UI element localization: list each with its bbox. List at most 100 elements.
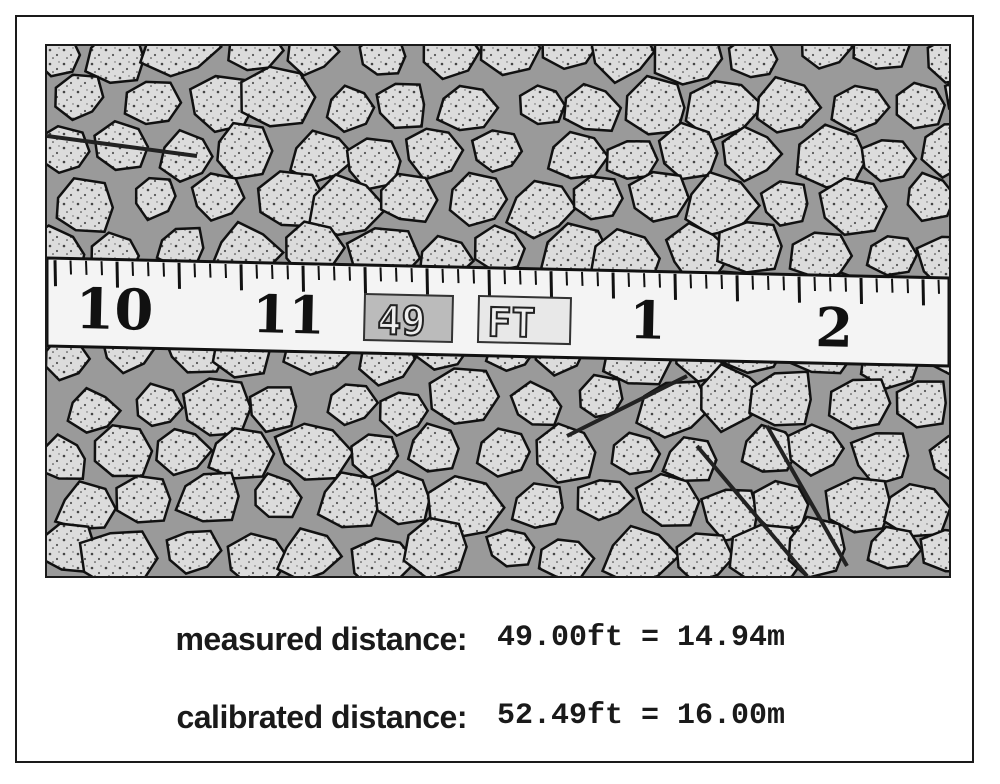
tape-tick — [162, 262, 165, 277]
gravel-stone — [428, 367, 501, 426]
tape-tick — [457, 269, 460, 284]
gravel-stone — [275, 527, 344, 576]
tape-tick — [596, 272, 599, 287]
tape-number-1: 1 — [629, 290, 667, 352]
gravel-stone — [226, 532, 291, 576]
gravel-stone — [827, 378, 892, 431]
tape-number-2: 2 — [815, 295, 854, 360]
gravel-stone — [721, 125, 784, 183]
gravel-photo: 10 11 49 FT 1 2 — [45, 44, 951, 578]
gravel-stone — [600, 524, 681, 576]
tape-tick — [333, 266, 336, 281]
gravel-stone — [824, 476, 893, 534]
gravel-stone — [308, 173, 389, 237]
gravel-stone — [657, 121, 719, 181]
gravel-stone — [661, 435, 718, 483]
gravel-stone — [748, 370, 812, 427]
tape-tick — [643, 273, 646, 288]
gravel-stone — [373, 469, 431, 526]
gravel-stone — [248, 386, 298, 434]
gravel-stone — [610, 431, 662, 476]
gravel-stone — [448, 171, 509, 228]
gravel-stone — [155, 427, 214, 477]
tape-tick — [425, 268, 429, 295]
gravel-stone — [752, 479, 810, 535]
tape-tick — [673, 273, 677, 300]
tape-tick — [224, 263, 227, 279]
tape-tick — [767, 275, 770, 291]
gravel-stone — [518, 84, 567, 126]
gravel-stone — [83, 46, 146, 85]
tape-tick — [503, 270, 506, 285]
gravel-stone — [562, 82, 623, 133]
tape-tick — [239, 264, 243, 291]
tape-tick — [85, 260, 88, 275]
gravel-stone — [484, 528, 536, 568]
calibrated-distance-value: 52.49ft = 16.00m — [497, 699, 786, 733]
tape-number-11: 11 — [252, 284, 326, 347]
calibrated-distance-row: calibrated distance: 52.49ft = 16.00m — [17, 693, 972, 743]
calibrated-distance-label: calibrated distance: — [176, 699, 467, 735]
gravel-stone — [740, 423, 800, 473]
gravel-stone — [915, 235, 949, 290]
tape-tick — [829, 277, 832, 292]
gravel-stone — [852, 46, 911, 70]
gravel-stone — [755, 75, 823, 134]
tape-tick — [875, 278, 878, 293]
gravel-stone — [479, 46, 542, 77]
figure-frame: 10 11 49 FT 1 2 measured distance: 49.00… — [15, 15, 974, 763]
gravel-stone — [379, 172, 439, 224]
tape-tick — [720, 274, 723, 290]
tape-tick — [177, 262, 181, 289]
gravel-stone — [435, 84, 500, 132]
tape-tick — [131, 261, 134, 276]
gravel-stone — [54, 73, 105, 122]
gravel-stone — [509, 380, 563, 427]
tape-tick — [581, 271, 584, 286]
gravel-stone — [928, 434, 949, 481]
gravel-stone — [537, 538, 596, 576]
gravel-stone — [358, 46, 407, 76]
tape-tick — [735, 275, 739, 302]
gravel-stone — [849, 431, 910, 487]
gravel-stone — [240, 65, 317, 128]
gravel-stone — [378, 391, 430, 438]
gravel-stone — [653, 46, 724, 86]
gravel-stone — [700, 362, 774, 434]
gravel-stone — [135, 382, 185, 428]
tape-tick — [100, 261, 103, 276]
tape-tick — [69, 260, 72, 275]
gravel-stone — [190, 172, 246, 222]
tape-measure: 10 11 49 FT 1 2 — [47, 256, 949, 368]
gravel-stone — [53, 479, 118, 530]
gravel-stone — [920, 123, 949, 180]
tape-tick — [891, 278, 894, 293]
tape-tick — [937, 279, 940, 294]
gravel-stone — [316, 471, 382, 529]
gravel-stone — [895, 380, 947, 429]
gravel-stone — [865, 235, 919, 277]
tape-tick — [301, 265, 305, 292]
tape-tick — [549, 271, 553, 298]
gravel-stone — [47, 46, 82, 78]
tape-stamp-number: 49 — [377, 298, 426, 345]
measured-distance-value: 49.00ft = 14.94m — [497, 621, 786, 655]
gravel-stone — [115, 474, 172, 524]
gravel-stone — [906, 171, 949, 223]
tape-tick — [658, 273, 661, 288]
tape-tick — [147, 262, 150, 277]
tape-tick — [906, 279, 909, 294]
gravel-stone — [165, 529, 223, 576]
tape-tick — [859, 277, 863, 305]
tape-tick — [363, 267, 367, 294]
gravel-stone — [350, 537, 418, 576]
tape-tick — [348, 266, 351, 281]
measured-distance-label: measured distance: — [175, 621, 467, 657]
tape-tick — [487, 269, 491, 296]
tape-tick — [921, 279, 925, 306]
gravel-stone — [715, 220, 783, 274]
twigs — [47, 134, 849, 576]
gravel-stone — [475, 427, 532, 478]
gravel-stone — [572, 175, 624, 221]
tape-number-10: 10 — [75, 276, 154, 344]
